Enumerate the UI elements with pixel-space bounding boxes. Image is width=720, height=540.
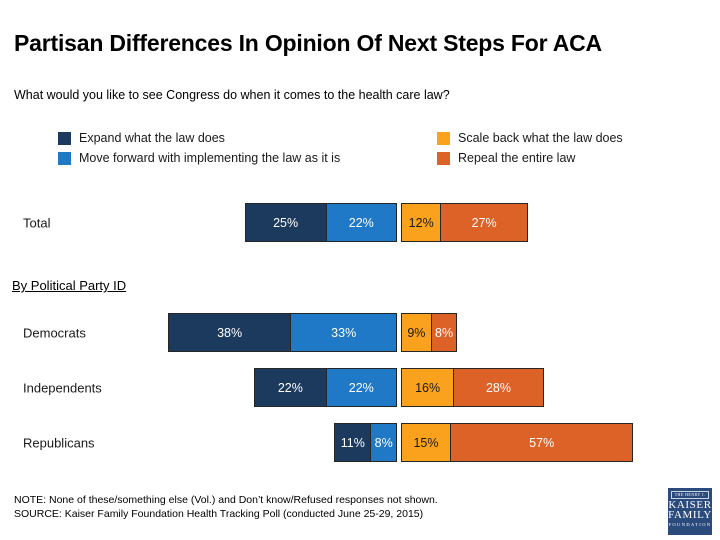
bar-segment: 8% [370,424,396,461]
category-label-total: Total [23,215,51,230]
bar-group-right: 9% 8% [401,313,458,352]
note-text: NOTE: None of these/something else (Vol.… [14,494,438,506]
bar-segment: 8% [430,314,457,351]
bar-segment: 12% [402,204,441,241]
bar-group-right: 15% 57% [401,423,634,462]
bar-segment: 15% [402,424,450,461]
source-text: SOURCE: Kaiser Family Foundation Health … [14,508,424,520]
bar-segment: 9% [402,314,431,351]
bar-segment: 22% [325,369,396,406]
legend-item-repeal: Repeal the entire law [437,151,575,165]
bar-segment: 33% [290,314,396,351]
bar-group-left: 22% 22% [254,368,397,407]
bar-segment: 22% [325,204,396,241]
bar-group-left: 25% 22% [244,203,397,242]
bar-segment: 11% [335,424,371,461]
survey-question: What would you like to see Congress do w… [14,88,450,102]
kff-logo-henry-line: THE HENRY J. [671,491,709,499]
category-label-democrats: Democrats [23,325,86,340]
bar-segment: 27% [440,204,527,241]
category-label-republicans: Republicans [23,435,95,450]
kff-logo-family-line: FAMILY [668,509,712,521]
section-label: By Political Party ID [12,278,127,293]
legend-label: Move forward with implementing the law a… [79,151,341,165]
bar-segment: 16% [402,369,454,406]
legend-label: Repeal the entire law [458,151,576,165]
bar-group-right: 12% 27% [401,203,528,242]
legend-swatch-move-forward-icon [58,151,71,165]
footnotes: NOTE: None of these/something else (Vol.… [14,493,438,521]
bar-segment: 57% [450,424,633,461]
kff-logo: THE HENRY J. KAISER FAMILY FOUNDATION [668,488,712,535]
legend-swatch-expand-icon [58,131,71,145]
bar-group-right: 16% 28% [401,368,544,407]
bar-group-left: 38% 33% [167,313,397,352]
kff-logo-kaiser-line: KAISER [668,499,712,511]
legend-item-expand: Expand what the law does [58,131,225,145]
legend-label: Expand what the law does [79,131,225,145]
legend-item-scale-back: Scale back what the law does [437,131,623,145]
legend-label: Scale back what the law does [458,131,623,145]
category-label-independents: Independents [23,380,102,395]
bar-segment: 25% [245,204,326,241]
legend-item-move-forward: Move forward with implementing the law a… [58,151,340,165]
legend-swatch-repeal-icon [437,151,450,165]
bar-segment: 22% [255,369,326,406]
kff-logo-foundation-line: FOUNDATION [668,522,712,527]
bar-group-left: 11% 8% [334,423,397,462]
bar-segment: 38% [168,314,291,351]
legend-swatch-scale-back-icon [437,131,450,145]
page-title: Partisan Differences In Opinion Of Next … [14,30,602,56]
bar-segment: 28% [453,369,543,406]
